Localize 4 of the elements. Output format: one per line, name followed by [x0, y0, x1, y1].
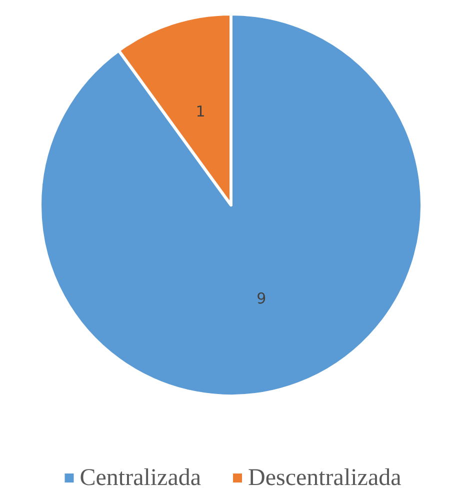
data-label: 1	[196, 102, 206, 120]
legend-label: Centralizada	[80, 465, 202, 491]
data-label: 9	[256, 290, 266, 308]
legend-label: Descentralizada	[248, 465, 402, 491]
